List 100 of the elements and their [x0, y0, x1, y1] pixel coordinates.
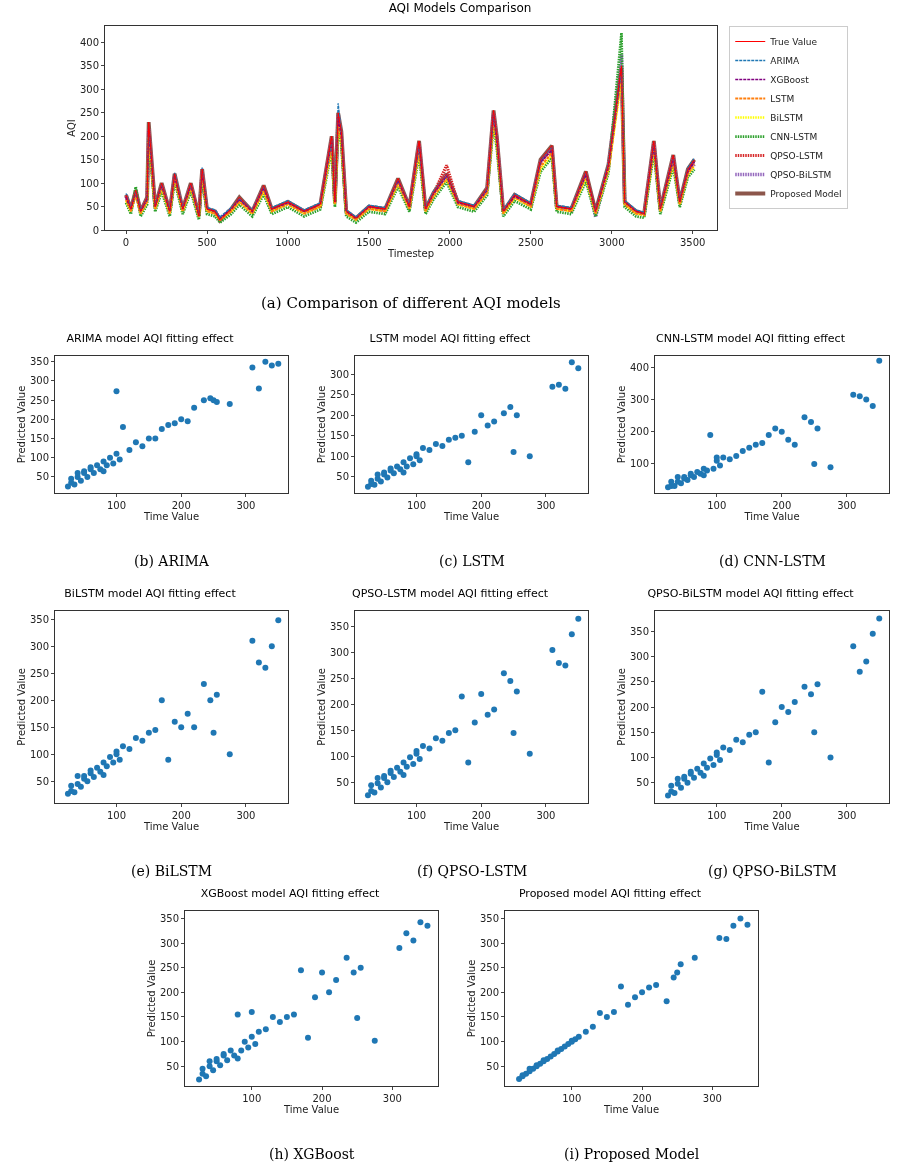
- x-tick-label: 300: [536, 810, 556, 821]
- y-axis-title: Predicted Value: [15, 385, 27, 464]
- x-tick-label: 100: [562, 1093, 582, 1104]
- y-tick-label: 50: [166, 1060, 179, 1072]
- y-tick-label: 200: [29, 694, 49, 706]
- x-axis-title: Time Value: [142, 511, 200, 522]
- y-tick-label: 50: [36, 775, 49, 787]
- y-tick-label: 200: [79, 130, 99, 142]
- y-tick-label: 300: [29, 640, 49, 652]
- text: (g) QPSO-BiLSTM: [708, 863, 837, 879]
- y-tick-label: 200: [479, 986, 499, 998]
- text: (c) LSTM: [439, 553, 505, 569]
- x-tick-label: 100: [406, 500, 427, 511]
- legend-label: True Value: [769, 37, 818, 48]
- y-tick-label: 250: [29, 667, 49, 679]
- y-tick-label: 200: [329, 409, 349, 421]
- chart-title: QPSO-BiLSTM model AQI fitting effect: [647, 586, 855, 600]
- y-tick-label: 300: [329, 368, 349, 380]
- legend-label: QPSO-BiLSTM: [770, 170, 832, 181]
- x-tick-label: 200: [171, 500, 191, 511]
- y-axis-title: Predicted Value: [315, 668, 327, 746]
- y-axis-title: Predicted Value: [465, 959, 477, 1038]
- text: (i) Proposed Model: [564, 1146, 700, 1162]
- x-tick-label: 100: [406, 810, 427, 821]
- x-axis-title: Time Value: [282, 1104, 340, 1115]
- y-tick-label: 150: [329, 430, 349, 442]
- x-tick-label: 300: [236, 810, 256, 821]
- x-tick-label: 100: [707, 500, 727, 511]
- legend-label: BiLSTM: [770, 113, 803, 124]
- y-tick-label: 350: [159, 912, 179, 924]
- text: (f) QPSO-LSTM: [417, 863, 528, 879]
- legend-label: LSTM: [770, 94, 795, 105]
- x-tick-label: 0: [122, 237, 130, 248]
- y-tick-label: 50: [336, 471, 349, 483]
- y-tick-label: 250: [629, 676, 649, 688]
- y-tick-label: 300: [159, 937, 179, 949]
- x-tick-label: 300: [702, 1093, 722, 1104]
- y-tick-label: 50: [636, 777, 649, 789]
- x-tick-label: 2000: [437, 237, 463, 248]
- legend-label: QPSO-LSTM: [770, 151, 824, 162]
- y-tick-label: 300: [29, 375, 49, 387]
- y-axis-title: Predicted Value: [145, 959, 157, 1038]
- x-tick-label: 300: [536, 500, 556, 511]
- y-tick-label: 250: [29, 394, 49, 406]
- y-tick-label: 300: [479, 937, 499, 949]
- y-tick-label: 250: [79, 107, 99, 119]
- y-tick-label: 300: [629, 394, 649, 406]
- chart-title: XGBoost model AQI fitting effect: [200, 886, 380, 900]
- x-tick-label: 200: [471, 500, 491, 511]
- chart-title: LSTM model AQI fitting effect: [369, 331, 532, 345]
- chart-title: AQI Models Comparison: [388, 1, 532, 16]
- x-tick-label: 3000: [599, 237, 625, 248]
- x-tick-label: 100: [106, 500, 127, 511]
- y-tick-label: 100: [29, 748, 49, 760]
- x-tick-label: 500: [197, 237, 217, 248]
- y-tick-label: 250: [479, 962, 499, 974]
- y-tick-label: 250: [329, 672, 349, 684]
- x-tick-label: 300: [382, 1093, 402, 1104]
- text: (e) BiLSTM: [131, 863, 212, 879]
- y-tick-label: 100: [629, 752, 649, 764]
- legend-label: CNN-LSTM: [770, 132, 818, 143]
- x-tick-label: 200: [772, 810, 792, 821]
- x-axis-title: Time Value: [442, 821, 500, 832]
- x-axis-title: Time Value: [743, 821, 800, 832]
- y-tick-label: 350: [629, 625, 649, 637]
- y-tick-label: 200: [629, 426, 649, 438]
- y-tick-label: 150: [329, 724, 349, 736]
- y-axis-title: Predicted Value: [15, 668, 27, 746]
- y-tick-label: 100: [159, 1036, 179, 1048]
- text: (h) XGBoost: [269, 1146, 355, 1162]
- x-axis-title: Time Value: [442, 511, 500, 522]
- chart-title: Proposed model AQI fitting effect: [518, 886, 702, 900]
- x-tick-label: 300: [837, 500, 857, 511]
- x-tick-label: 100: [242, 1093, 262, 1104]
- x-tick-label: 300: [236, 500, 256, 511]
- y-tick-label: 350: [79, 60, 99, 72]
- y-tick-label: 350: [29, 613, 49, 625]
- chart-title: BiLSTM model AQI fitting effect: [64, 586, 237, 600]
- text: (d) CNN-LSTM: [719, 553, 826, 569]
- y-tick-label: 400: [629, 361, 649, 373]
- chart-title: ARIMA model AQI fitting effect: [66, 331, 235, 345]
- x-tick-label: 2500: [518, 237, 544, 248]
- y-tick-label: 150: [79, 154, 99, 166]
- chart-title: CNN-LSTM model AQI fitting effect: [656, 331, 846, 345]
- chart-title: QPSO-LSTM model AQI fitting effect: [351, 586, 549, 600]
- y-tick-label: 200: [629, 701, 649, 713]
- x-tick-label: 1500: [356, 237, 382, 248]
- y-tick-label: 350: [29, 356, 49, 368]
- x-tick-label: 1000: [275, 237, 301, 248]
- y-tick-label: 150: [629, 726, 649, 738]
- y-tick-label: 150: [159, 1011, 179, 1023]
- x-tick-label: 3500: [679, 237, 706, 248]
- y-axis-title: Predicted Value: [615, 385, 627, 464]
- y-tick-label: 300: [329, 647, 349, 659]
- x-tick-label: 200: [471, 810, 491, 821]
- y-tick-label: 200: [159, 986, 179, 998]
- x-tick-label: 100: [707, 810, 727, 821]
- y-tick-label: 150: [29, 433, 49, 445]
- y-tick-label: 250: [329, 389, 349, 401]
- y-tick-label: 100: [29, 452, 49, 464]
